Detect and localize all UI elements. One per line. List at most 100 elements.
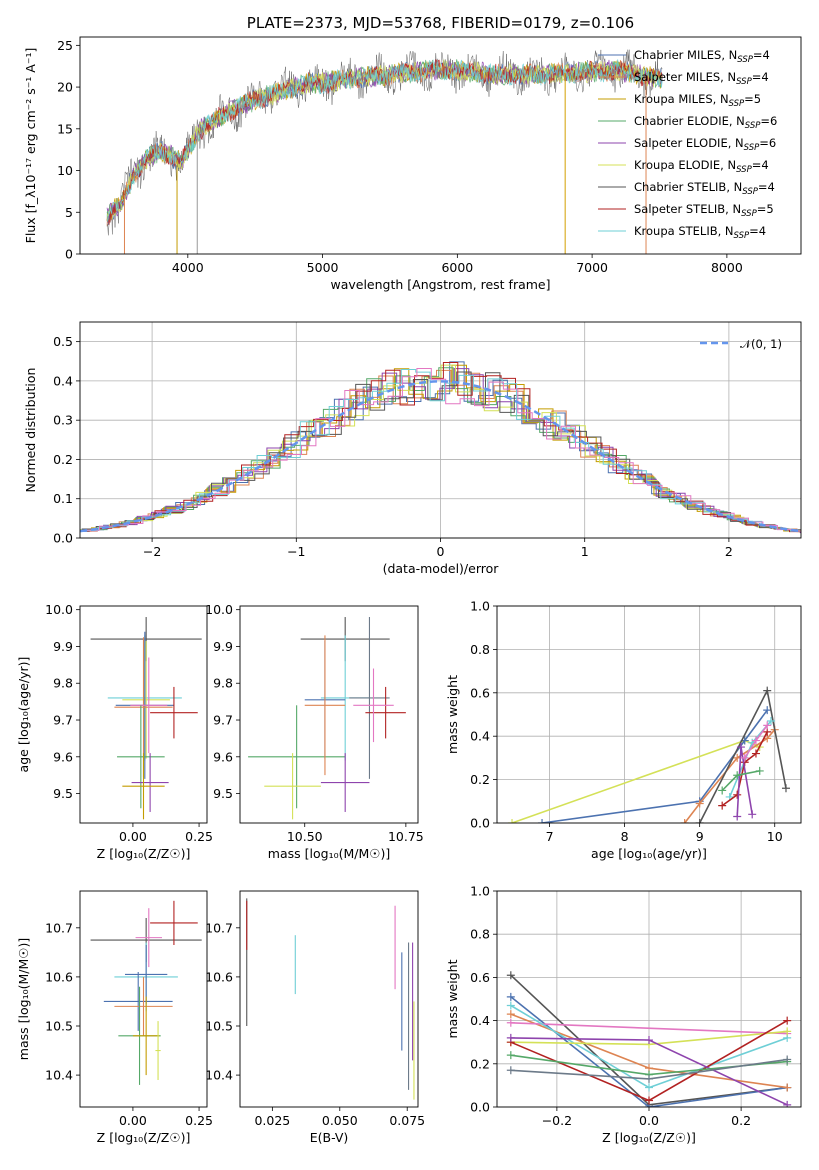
mass-weight-marker: [680, 819, 689, 823]
x-tick-label: 10.75: [388, 829, 424, 844]
x-tick-label: 7000: [576, 260, 608, 275]
normal-curve: [80, 380, 801, 533]
plot-area-age-vs-mass: [248, 617, 406, 820]
x-tick-label: 10: [767, 829, 783, 844]
x-tick-label: 0.025: [254, 1113, 290, 1128]
mass-weight-marker: [766, 717, 775, 726]
errorbar-point: [264, 753, 321, 820]
mass-weight-marker: [783, 1027, 792, 1036]
mass-weight-marker: [538, 819, 547, 823]
y-tick-label: 9.7: [213, 713, 233, 728]
y-tick-label: 0.1: [53, 491, 73, 506]
histogram-series: [85, 368, 801, 532]
y-tick-label: 10.0: [205, 602, 233, 617]
axes-frame: [79, 36, 802, 255]
mass-weight-marker: [695, 799, 704, 808]
mass-weight-marker: [751, 749, 760, 758]
x-axis-label: wavelength [Angstrom, rest frame]: [330, 277, 550, 292]
y-tick-label: 9.6: [213, 749, 233, 764]
y-tick-label: 0.2: [470, 1056, 490, 1071]
y-tick-label: 0.0: [53, 531, 73, 546]
legend-label: 𝒩(0, 1): [740, 337, 782, 351]
x-tick-label: 0.075: [389, 1113, 425, 1128]
x-axis-label: Z [log₁₀(Z/Z☉)]: [602, 1130, 696, 1145]
axes-frame: [239, 890, 419, 1108]
errorbar-point: [320, 753, 370, 812]
y-tick-label: 10.0: [45, 602, 73, 617]
plot-area-residuals: [80, 361, 801, 534]
mass-weight-marker: [783, 1083, 792, 1092]
y-axis-label: mass weight: [445, 959, 460, 1038]
mass-weight-marker: [783, 1100, 792, 1107]
mass-weight-marker: [506, 1066, 515, 1075]
y-tick-label: 0.6: [470, 685, 490, 700]
mass-weight-marker: [733, 771, 742, 780]
mass-weight-marker: [645, 1074, 653, 1083]
y-tick-label: 0.5: [53, 334, 73, 349]
y-axis-label: Flux [f_λ10⁻¹⁷ erg cm⁻² s⁻¹ A⁻¹]: [23, 48, 38, 244]
errorbar-point: [130, 657, 168, 754]
y-tick-label: 1.0: [470, 599, 490, 614]
legend-label: Kroupa ELODIE, NSSP=4: [634, 158, 769, 175]
errorbar-point: [131, 753, 169, 812]
mass-weight-marker: [718, 801, 727, 810]
errorbar-point: [150, 900, 198, 945]
y-tick-label: 0.6: [470, 970, 490, 985]
mass-weight-marker: [506, 1033, 515, 1042]
y-tick-label: 9.9: [53, 639, 73, 654]
histogram-series: [84, 369, 801, 532]
errorbar-point: [122, 640, 170, 759]
mass-weight-marker: [733, 790, 742, 799]
mass-weight-marker: [645, 1083, 653, 1092]
errorbar-point: [155, 1021, 161, 1080]
errorbar-point: [365, 686, 406, 739]
histogram-series: [82, 362, 801, 533]
x-tick-label: 0.00: [119, 1113, 147, 1128]
y-tick-label: 20: [57, 80, 73, 95]
plot-area-age-vs-Z: [90, 617, 202, 820]
mass-weight-marker: [508, 819, 517, 823]
legend-label: Salpeter STELIB, NSSP=5: [634, 202, 774, 219]
panel-spectrum: 4000 5000 6000 7000 8000 0 5 10 15 20 25 wavelength…: [23, 14, 802, 292]
errorbar-point: [135, 908, 163, 968]
y-axis-label: mass weight: [445, 675, 460, 754]
panel-mass-vs-Z: 0.00 0.25 10.4 10.5 10.6 10.7 Z [log₁₀(Z/Z☉)] m…: [16, 890, 213, 1145]
y-tick-label: 10.4: [205, 1068, 233, 1083]
x-tick-label: 0.050: [322, 1113, 358, 1128]
x-tick-label: −0.2: [542, 1113, 572, 1128]
y-axis-label: age [log₁₀(age/yr)]: [16, 657, 31, 773]
y-tick-label: 0.4: [53, 373, 73, 388]
y-tick-label: 1.0: [470, 884, 490, 899]
y-tick-label: 10.6: [45, 969, 73, 984]
errorbar-point: [124, 945, 168, 1004]
legend-label: Chabrier ELODIE, NSSP=6: [634, 114, 777, 131]
mass-weight-marker: [755, 766, 764, 775]
panel-massweight-vs-Z: −0.2 0.0 0.2 0.0 0.2 0.4 0.6 0.8 1.0 Z [log₁₀(Z/Z…: [445, 884, 802, 1145]
mass-weight-marker: [506, 1018, 515, 1027]
y-tick-label: 9.8: [53, 676, 73, 691]
x-axis-label: E(B-V): [310, 1130, 349, 1145]
panel-massweight-vs-age: 7 8 9 10 0.0 0.2 0.4 0.6 0.8 1.0 age [log₁₀(age/yr…: [445, 599, 802, 861]
mass-weight-marker: [763, 686, 772, 695]
mass-weight-marker: [645, 1036, 653, 1045]
mass-weight-line: [510, 1022, 788, 1035]
errorbar-point: [349, 617, 390, 779]
y-tick-label: 0.8: [470, 927, 490, 942]
errorbar-point: [117, 705, 165, 809]
mass-weight-marker: [645, 1096, 653, 1105]
y-tick-label: 9.7: [53, 713, 73, 728]
legend-label: Chabrier STELIB, NSSP=4: [634, 180, 775, 197]
x-tick-label: 8000: [711, 260, 743, 275]
y-tick-label: 0.3: [53, 413, 73, 428]
y-tick-label: 10: [57, 163, 73, 178]
mass-weight-marker: [736, 743, 745, 752]
axes-frame: [496, 605, 802, 824]
y-tick-label: 9.9: [213, 639, 233, 654]
mass-weight-marker: [506, 1010, 515, 1019]
panel-residuals: −2 −1 0 1 2 0.0 0.1 0.2 0.3 0.4 0.5 (data-model)/er…: [23, 321, 802, 576]
errorbar-point: [248, 705, 346, 809]
legend-label: Kroupa MILES, NSSP=5: [634, 92, 761, 109]
panel-age-vs-Z: 0.00 0.25 9.5 9.6 9.7 9.8 9.9 10.0 Z [log₁₀(Z/Z☉…: [16, 602, 213, 861]
errorbar-point: [132, 996, 160, 1076]
y-tick-label: 0.0: [470, 1100, 490, 1115]
